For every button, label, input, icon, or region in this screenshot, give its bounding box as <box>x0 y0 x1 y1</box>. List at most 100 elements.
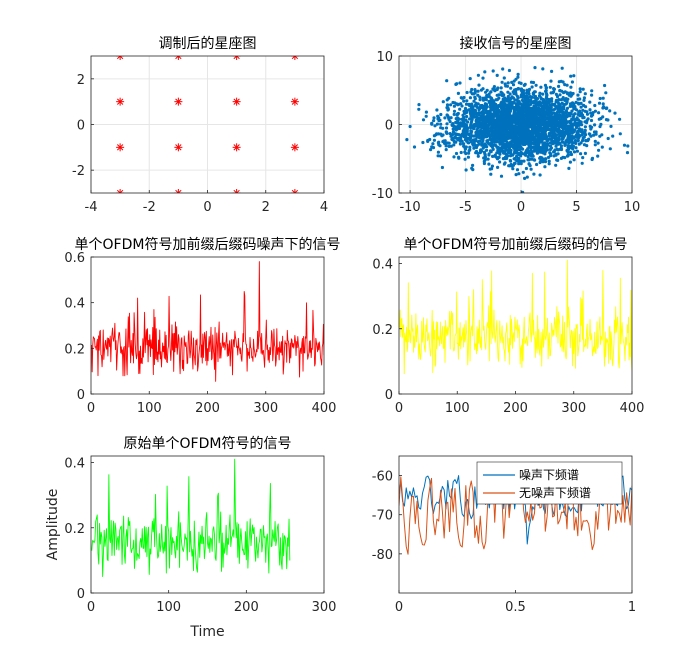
received-point <box>516 72 520 76</box>
received-point <box>451 100 455 105</box>
received-point <box>563 142 567 146</box>
constellation-point <box>232 97 241 106</box>
received-point <box>583 151 588 155</box>
received-point <box>440 134 444 138</box>
received-point <box>436 154 440 158</box>
received-point <box>553 133 557 137</box>
x-tick-label: 100 <box>156 600 181 615</box>
received-point <box>371 127 374 130</box>
received-point <box>436 141 440 145</box>
received-point <box>440 165 444 170</box>
received-point <box>492 143 496 147</box>
received-point <box>521 190 525 193</box>
received-point <box>501 157 505 161</box>
received-point <box>463 157 467 161</box>
received-point <box>511 83 516 87</box>
constellation-point <box>290 189 299 193</box>
original-ofdm-signal-panel: 0 100 200 300 0 0.2 0.4 原始单个OFDM符号的信号 Time Amplit… <box>45 436 336 640</box>
received-point <box>563 90 567 94</box>
received-point <box>569 150 573 154</box>
received-point <box>471 168 475 172</box>
received-point <box>439 122 443 126</box>
received-point <box>534 111 538 115</box>
received-point <box>495 132 499 136</box>
y-tick-label: 2 <box>77 73 85 88</box>
received-point <box>512 144 517 148</box>
received-point <box>576 139 580 143</box>
y-tick-label: -80 <box>372 548 393 563</box>
received-point <box>511 167 515 171</box>
received-point <box>542 142 547 146</box>
received-point <box>562 105 566 109</box>
received-point <box>499 86 503 90</box>
received-point <box>560 101 564 105</box>
received-point <box>445 122 449 126</box>
received-point <box>583 125 588 129</box>
received-point <box>463 147 467 151</box>
received-point <box>537 112 541 116</box>
received-point <box>553 112 558 117</box>
received-point <box>470 92 474 96</box>
received-point <box>544 89 548 93</box>
received-point <box>554 92 559 96</box>
received-point <box>501 126 505 130</box>
received-point <box>441 100 445 104</box>
received-point <box>502 151 506 155</box>
y-tick-label: 10 <box>376 50 393 65</box>
received-point <box>501 144 505 148</box>
received-point <box>497 96 501 100</box>
received-point <box>467 151 471 155</box>
axes-box <box>90 455 325 594</box>
received-point <box>527 124 531 128</box>
received-point <box>563 117 568 121</box>
received-point <box>507 114 511 118</box>
received-point <box>549 106 553 110</box>
received-point <box>476 126 480 130</box>
received-point <box>520 141 524 145</box>
received-point <box>499 90 503 94</box>
received-point <box>580 133 584 137</box>
received-point <box>468 111 472 116</box>
received-point <box>444 126 449 130</box>
received-point <box>487 115 491 119</box>
received-point <box>451 127 455 131</box>
received-point <box>502 99 506 103</box>
received-point <box>597 111 601 115</box>
x-tick-label: 400 <box>620 401 645 416</box>
received-point <box>429 148 433 152</box>
received-point <box>474 118 478 122</box>
x-tick-label: 0.5 <box>505 600 526 615</box>
received-point <box>461 130 465 134</box>
received-point <box>460 117 464 121</box>
received-point <box>483 121 488 125</box>
received-point <box>435 108 439 112</box>
received-point <box>506 107 510 111</box>
received-point <box>492 85 496 89</box>
x-tick-label: 10 <box>624 200 641 215</box>
received-point <box>588 132 592 136</box>
received-point <box>561 80 565 84</box>
received-point <box>470 108 475 112</box>
received-point <box>510 106 515 110</box>
received-point <box>525 98 529 102</box>
received-point <box>537 133 541 137</box>
received-point <box>593 123 597 127</box>
received-point <box>510 128 514 132</box>
received-point <box>535 108 540 112</box>
received-point <box>526 115 530 119</box>
plot-marks <box>91 261 324 382</box>
received-point <box>541 137 545 141</box>
received-point <box>543 129 548 133</box>
received-point <box>527 106 531 110</box>
received-point <box>436 150 440 154</box>
received-point <box>421 140 425 145</box>
constellation-point <box>290 97 299 106</box>
constellation-point <box>232 56 241 60</box>
received-point <box>521 137 525 141</box>
received-point <box>504 118 509 123</box>
received-point <box>548 85 552 89</box>
received-point <box>488 95 492 99</box>
received-point <box>603 83 607 88</box>
received-point <box>597 148 601 152</box>
